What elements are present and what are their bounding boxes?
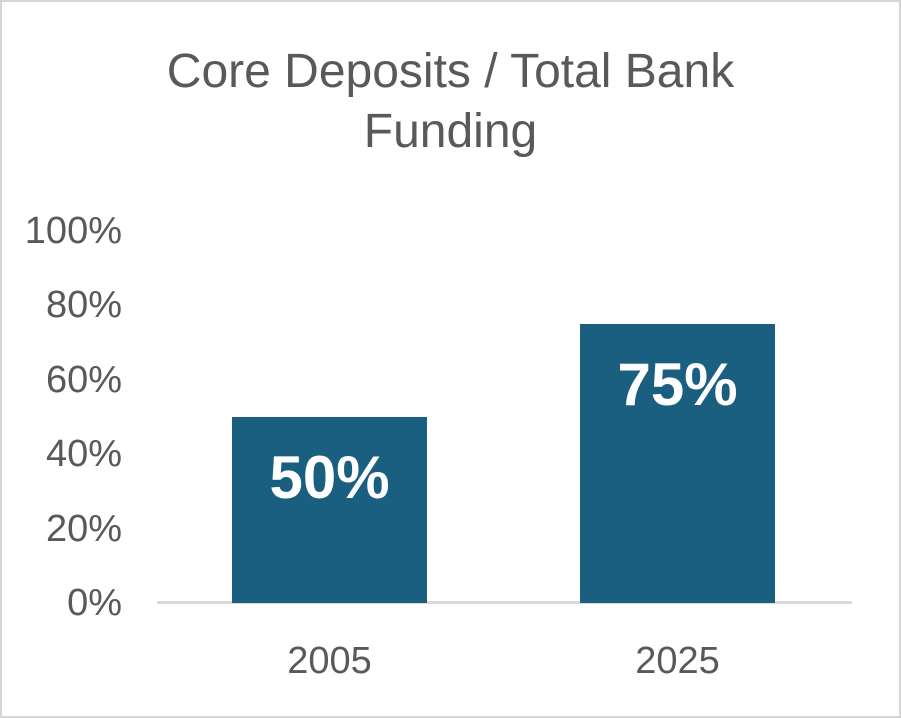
bar-2025: 75% bbox=[580, 324, 775, 603]
chart-title: Core Deposits / Total Bank Funding bbox=[166, 45, 735, 158]
x-category-label: 2005 bbox=[287, 640, 372, 682]
bar-data-label: 50% bbox=[269, 444, 390, 511]
x-axis-line bbox=[157, 601, 852, 604]
y-tick-label: 0% bbox=[67, 582, 122, 624]
bar-data-label: 75% bbox=[617, 351, 738, 418]
y-tick-label: 80% bbox=[45, 284, 122, 327]
y-tick-label: 60% bbox=[45, 358, 122, 401]
x-category-label: 2025 bbox=[635, 640, 720, 682]
bar-2005: 50% bbox=[232, 417, 427, 603]
y-tick-label: 100% bbox=[24, 210, 122, 252]
y-tick-label: 20% bbox=[45, 507, 122, 550]
y-tick-label: 40% bbox=[45, 433, 122, 476]
